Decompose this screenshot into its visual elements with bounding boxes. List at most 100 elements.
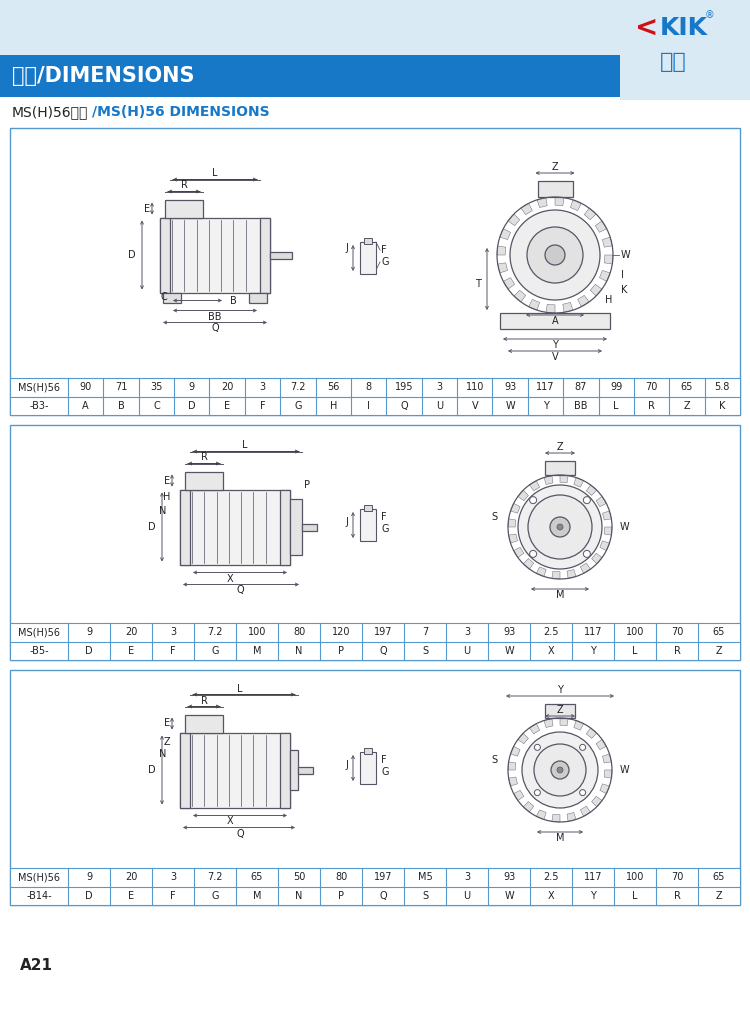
Text: L: L bbox=[212, 169, 217, 179]
Text: V: V bbox=[472, 401, 478, 411]
Text: Z: Z bbox=[716, 645, 722, 655]
Polygon shape bbox=[514, 290, 526, 302]
Circle shape bbox=[171, 204, 179, 212]
Text: L: L bbox=[242, 440, 248, 450]
Text: S: S bbox=[492, 755, 498, 765]
Text: 100: 100 bbox=[626, 873, 644, 883]
Text: J: J bbox=[345, 517, 348, 527]
Bar bbox=[360, 509, 376, 541]
Text: F: F bbox=[170, 645, 176, 655]
Text: 9: 9 bbox=[189, 382, 195, 392]
Polygon shape bbox=[544, 476, 553, 485]
Polygon shape bbox=[560, 475, 568, 483]
Polygon shape bbox=[574, 720, 584, 730]
Bar bbox=[280, 732, 290, 808]
Text: T: T bbox=[476, 279, 481, 289]
Text: 100: 100 bbox=[248, 627, 266, 637]
Text: 195: 195 bbox=[394, 382, 413, 392]
Polygon shape bbox=[497, 245, 506, 255]
Polygon shape bbox=[586, 728, 597, 738]
Polygon shape bbox=[592, 553, 602, 564]
Polygon shape bbox=[578, 295, 589, 307]
Polygon shape bbox=[498, 263, 508, 273]
Circle shape bbox=[510, 210, 600, 300]
Bar bbox=[260, 217, 270, 293]
Text: E: E bbox=[164, 476, 170, 486]
Text: 7.2: 7.2 bbox=[290, 382, 306, 392]
Text: MS(H)56: MS(H)56 bbox=[18, 382, 60, 392]
Circle shape bbox=[551, 761, 569, 779]
Text: X: X bbox=[226, 816, 233, 826]
Polygon shape bbox=[604, 527, 612, 535]
Text: L: L bbox=[237, 684, 243, 694]
Polygon shape bbox=[562, 302, 573, 312]
Bar bbox=[280, 490, 290, 565]
Text: F: F bbox=[170, 891, 176, 901]
Polygon shape bbox=[514, 790, 523, 801]
Text: 50: 50 bbox=[292, 873, 305, 883]
Bar bbox=[364, 238, 372, 244]
Text: M: M bbox=[556, 590, 564, 600]
Polygon shape bbox=[560, 718, 568, 726]
Bar bbox=[160, 217, 170, 293]
Circle shape bbox=[527, 227, 583, 283]
Text: W: W bbox=[504, 891, 514, 901]
Text: Z: Z bbox=[556, 442, 563, 452]
Bar bbox=[270, 251, 292, 259]
Text: G: G bbox=[211, 645, 219, 655]
Text: 99: 99 bbox=[610, 382, 622, 392]
Polygon shape bbox=[586, 485, 597, 495]
Text: G: G bbox=[211, 891, 219, 901]
Polygon shape bbox=[509, 534, 518, 543]
Text: A: A bbox=[82, 401, 89, 411]
Text: 3: 3 bbox=[170, 627, 176, 637]
Text: G: G bbox=[381, 767, 388, 777]
Polygon shape bbox=[511, 503, 520, 513]
Bar bbox=[290, 750, 298, 790]
Polygon shape bbox=[600, 540, 610, 550]
Text: BB: BB bbox=[574, 401, 587, 411]
Bar bbox=[545, 461, 575, 475]
Bar bbox=[290, 499, 302, 556]
Circle shape bbox=[359, 526, 377, 544]
Circle shape bbox=[359, 259, 377, 277]
Polygon shape bbox=[530, 724, 540, 734]
Text: A: A bbox=[552, 316, 558, 326]
Text: R: R bbox=[200, 452, 208, 463]
Polygon shape bbox=[544, 719, 553, 727]
Text: N: N bbox=[296, 645, 303, 655]
Polygon shape bbox=[518, 733, 529, 743]
Text: N: N bbox=[296, 891, 303, 901]
Bar bbox=[163, 293, 181, 303]
Text: /MS(H)56 DIMENSIONS: /MS(H)56 DIMENSIONS bbox=[92, 105, 270, 119]
Bar bbox=[180, 732, 290, 808]
Text: 65: 65 bbox=[681, 382, 693, 392]
Polygon shape bbox=[592, 796, 602, 807]
Text: S: S bbox=[492, 512, 498, 522]
Text: Z: Z bbox=[164, 737, 170, 747]
Circle shape bbox=[534, 744, 586, 796]
Text: Q: Q bbox=[380, 891, 387, 901]
Text: 120: 120 bbox=[332, 627, 350, 637]
Text: F: F bbox=[381, 512, 387, 522]
Text: G: G bbox=[294, 401, 302, 411]
Text: D: D bbox=[188, 401, 196, 411]
Text: H: H bbox=[163, 493, 170, 503]
Bar bbox=[364, 748, 372, 754]
Bar bbox=[0, 0, 620, 55]
Text: 100: 100 bbox=[626, 627, 644, 637]
Bar bbox=[180, 490, 290, 565]
Text: 117: 117 bbox=[584, 873, 602, 883]
Text: 93: 93 bbox=[504, 382, 516, 392]
Text: Y: Y bbox=[590, 891, 596, 901]
Polygon shape bbox=[552, 814, 560, 822]
Text: I: I bbox=[368, 401, 370, 411]
Polygon shape bbox=[518, 490, 529, 501]
Text: KIK: KIK bbox=[660, 16, 708, 40]
Text: -B14-: -B14- bbox=[26, 891, 52, 901]
Bar bbox=[545, 704, 575, 718]
Polygon shape bbox=[536, 810, 546, 819]
Text: P: P bbox=[338, 891, 344, 901]
Text: Z: Z bbox=[552, 162, 558, 172]
Text: A21: A21 bbox=[20, 957, 53, 973]
